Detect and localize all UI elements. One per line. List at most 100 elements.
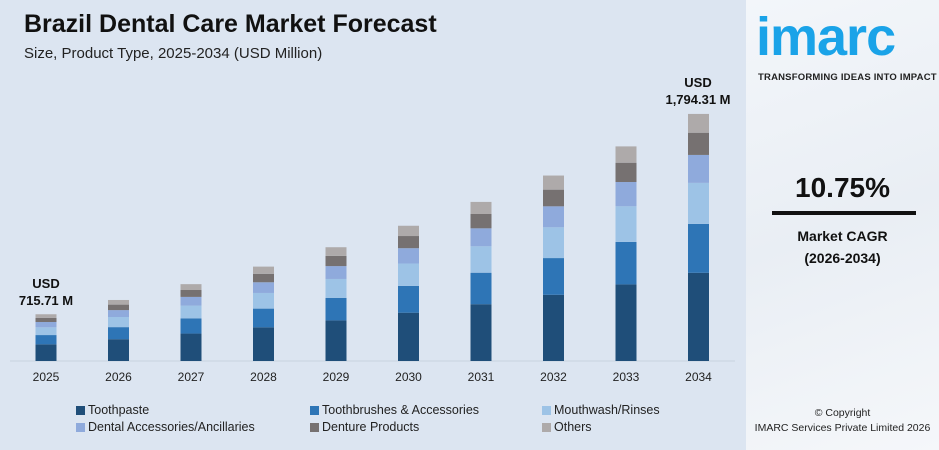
x-tick-label: 2034 (685, 370, 712, 384)
cagr-period: (2026-2034) (804, 250, 881, 266)
bar-segment-2033-0 (615, 284, 637, 361)
bar-segment-2031-0 (470, 304, 492, 361)
bar-segment-2031-2 (470, 246, 492, 273)
x-tick-label: 2026 (105, 370, 132, 384)
copyright: © Copyright IMARC Services Private Limit… (746, 406, 939, 436)
last-total-line1: USD (684, 75, 711, 90)
cagr-value: 10.75% (795, 172, 890, 203)
bar-segment-2033-2 (615, 206, 637, 242)
imarc-logo: imarc (756, 7, 896, 67)
legend-item: Denture Products (310, 420, 419, 434)
bar-segment-2031-4 (470, 214, 492, 229)
bar-segment-2034-3 (688, 154, 709, 183)
legend-swatch (76, 405, 85, 415)
bar-segment-2030-2 (398, 263, 419, 286)
legend-label: Denture Products (322, 420, 420, 434)
bar-segment-2032-0 (543, 294, 564, 361)
divider (772, 211, 916, 215)
chart-area: Brazil Dental Care Market Forecast Size,… (10, 10, 735, 434)
bar-segment-2028-5 (253, 266, 274, 274)
bar-segment-2026-0 (108, 339, 129, 361)
legend-swatch (76, 422, 85, 432)
stacked-bar-chart: 2025 2026 2027 2028 2029 2030 2031 2032 2033 2034… (10, 75, 735, 384)
bar-segment-2025-5 (35, 314, 57, 318)
bar-segment-2026-3 (108, 310, 129, 318)
bar-segment-2029-2 (325, 278, 347, 298)
x-tick-label: 2028 (250, 370, 277, 384)
bar-segment-2027-2 (180, 305, 202, 319)
bar-segment-2029-4 (325, 255, 347, 267)
bar-segment-2028-2 (253, 292, 274, 309)
first-total-line1: USD (32, 276, 59, 291)
bar-segment-2031-5 (470, 201, 492, 215)
legend-swatch (310, 405, 319, 415)
bar-segment-2025-4 (35, 317, 57, 323)
legend-swatch (542, 422, 551, 432)
x-tick-label: 2025 (33, 370, 60, 384)
bar-segment-2032-3 (543, 206, 564, 228)
chart-title: Brazil Dental Care Market Forecast (24, 10, 437, 38)
legend-label: Dental Accessories/Ancillaries (88, 420, 255, 434)
copyright-text: © Copyright (814, 407, 871, 419)
x-tick-label: 2033 (613, 370, 640, 384)
first-total-line2: 715.71 M (19, 293, 73, 308)
bar-segment-2027-4 (180, 289, 202, 297)
bar-segment-2029-3 (325, 266, 347, 279)
last-total-line2: 1,794.31 M (665, 92, 730, 107)
bar-segment-2028-4 (253, 273, 274, 283)
legend-swatch (310, 422, 319, 432)
bar-segment-2025-2 (35, 327, 57, 336)
bar-segment-2030-5 (398, 225, 419, 237)
bar-segment-2030-3 (398, 248, 419, 264)
bar-segment-2026-5 (108, 299, 129, 305)
bar-segment-2025-0 (35, 344, 57, 361)
bar-segment-2034-0 (688, 272, 709, 361)
legend-item: Others (542, 420, 592, 434)
bar-segment-2026-1 (108, 327, 129, 340)
bar-segment-2032-1 (543, 258, 564, 295)
bar-segment-2033-3 (615, 182, 637, 207)
x-tick-label: 2027 (178, 370, 205, 384)
x-tick-label: 2031 (468, 370, 495, 384)
bar-segment-2034-4 (688, 132, 709, 155)
bar-segment-2030-1 (398, 285, 419, 313)
cagr-label-text: Market CAGR (797, 228, 888, 244)
legend-item: Dental Accessories/Ancillaries (76, 420, 255, 434)
bar-segment-2028-0 (253, 327, 274, 361)
bar-segment-2033-4 (615, 162, 637, 183)
legend-item: Mouthwash/Rinses (542, 403, 660, 417)
bar-segment-2027-3 (180, 296, 202, 306)
legend-label: Others (554, 420, 592, 434)
bar-segment-2029-5 (325, 247, 347, 256)
bar-segment-2033-5 (615, 146, 637, 163)
legend-label: Mouthwash/Rinses (554, 403, 660, 417)
chart-subtitle: Size, Product Type, 2025-2034 (USD Milli… (24, 45, 323, 62)
bar-segment-2031-1 (470, 272, 492, 305)
bar-segment-2029-0 (325, 320, 347, 361)
tagline: TRANSFORMING IDEAS INTO IMPACT (758, 72, 937, 83)
info-panel: imarc TRANSFORMING IDEAS INTO IMPACT 10.… (746, 0, 939, 450)
bar-segment-2032-2 (543, 227, 564, 259)
bar-segment-2027-1 (180, 318, 202, 334)
bar-segment-2027-5 (180, 284, 202, 290)
legend-label: Toothpaste (88, 403, 150, 417)
bar-segment-2033-1 (615, 241, 637, 285)
bar-segment-2031-3 (470, 228, 492, 247)
bar-segment-2034-2 (688, 182, 709, 224)
legend-item: Toothpaste (76, 403, 149, 417)
bar-segment-2030-4 (398, 236, 419, 249)
x-tick-label: 2030 (395, 370, 422, 384)
bar-segment-2029-1 (325, 297, 347, 321)
bar-segment-2028-3 (253, 282, 274, 293)
bar-segment-2025-3 (35, 322, 57, 328)
x-tick-label: 2029 (323, 370, 350, 384)
legend-label: Toothbrushes & Accessories (322, 403, 480, 417)
bar-segment-2032-5 (543, 175, 564, 190)
bar-segment-2032-4 (543, 189, 564, 207)
x-tick-label: 2032 (540, 370, 567, 384)
bar-segment-2034-1 (688, 223, 709, 273)
cagr-label: Market CAGR (2026-2034) (746, 225, 939, 269)
bar-segment-2027-0 (180, 333, 202, 361)
legend-swatch (542, 405, 551, 415)
legend-item: Toothbrushes & Accessories (310, 403, 479, 417)
